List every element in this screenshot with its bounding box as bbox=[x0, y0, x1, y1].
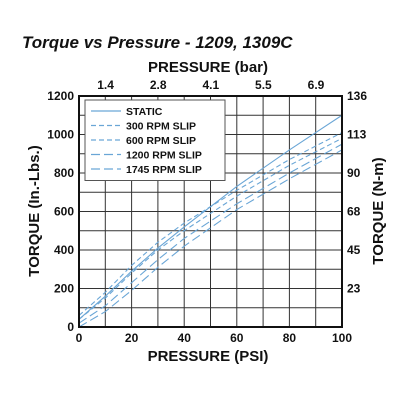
y2-tick-label: 136 bbox=[347, 89, 367, 103]
x2-tick-label: 5.5 bbox=[255, 78, 272, 92]
x-tick-label: 0 bbox=[76, 331, 83, 345]
x-tick-label: 60 bbox=[230, 331, 244, 345]
y2-tick-label: 23 bbox=[347, 282, 361, 296]
x-tick-label: 40 bbox=[178, 331, 192, 345]
y2-tick-label: 45 bbox=[347, 243, 361, 257]
x-tick-label: 100 bbox=[332, 331, 352, 345]
x-axis-title: PRESSURE (PSI) bbox=[148, 348, 269, 365]
y-axis-title: TORQUE (In.-Lbs.) bbox=[26, 145, 43, 276]
legend: STATIC 300 RPM SLIP 600 RPM SLIP 1200 RPM S… bbox=[84, 99, 226, 181]
legend-label: 600 RPM SLIP bbox=[126, 135, 196, 147]
legend-box bbox=[84, 99, 226, 181]
legend-label: 1200 RPM SLIP bbox=[126, 150, 202, 162]
y-tick-label: 400 bbox=[54, 243, 74, 257]
y-tick-label: 200 bbox=[54, 282, 74, 296]
chart-title: Torque vs Pressure - 1209, 1309C bbox=[22, 33, 293, 52]
x2-tick-label: 1.4 bbox=[97, 78, 114, 92]
series-line bbox=[78, 114, 343, 320]
plot-frame bbox=[78, 95, 343, 328]
x2-tick-label: 4.1 bbox=[202, 78, 219, 92]
x-tick-label: 20 bbox=[125, 331, 139, 345]
y2-tick-label: 68 bbox=[347, 205, 361, 219]
y2-tick-label: 113 bbox=[347, 128, 367, 142]
series-line bbox=[78, 143, 343, 324]
y-tick-label: 0 bbox=[67, 320, 74, 334]
series-line bbox=[78, 137, 343, 320]
x2-tick-label: 2.8 bbox=[150, 78, 167, 92]
y-tick-label: 1200 bbox=[47, 89, 74, 103]
series-line bbox=[78, 132, 343, 316]
y-tick-label: 600 bbox=[54, 205, 74, 219]
y2-axis-title: TORQUE (N-m) bbox=[370, 157, 387, 264]
legend-label: 300 RPM SLIP bbox=[126, 121, 196, 133]
x-tick-label: 80 bbox=[283, 331, 297, 345]
y-tick-label: 1000 bbox=[47, 128, 74, 142]
series-lines bbox=[78, 114, 343, 328]
legend-label: STATIC bbox=[126, 106, 163, 118]
x2-axis-title: PRESSURE (bar) bbox=[148, 59, 268, 76]
y2-tick-label: 90 bbox=[347, 166, 361, 180]
x2-tick-label: 6.9 bbox=[308, 78, 325, 92]
y-tick-label: 800 bbox=[54, 166, 74, 180]
series-line bbox=[78, 149, 343, 328]
legend-label: 1745 RPM SLIP bbox=[126, 164, 202, 176]
